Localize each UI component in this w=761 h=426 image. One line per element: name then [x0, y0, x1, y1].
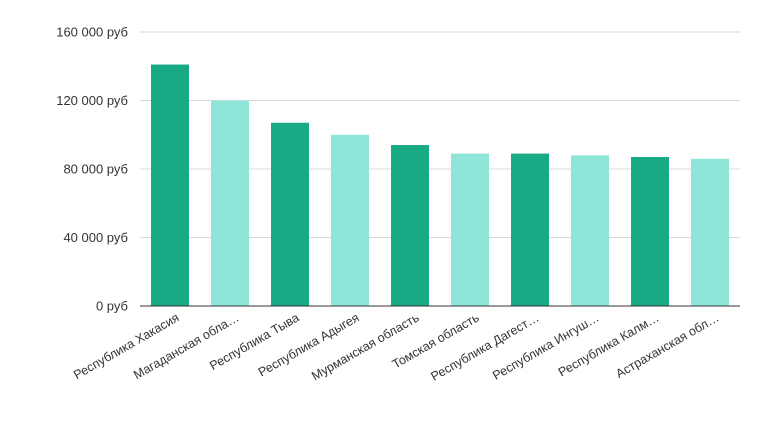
y-axis-tick-labels: 0 руб 40 000 руб 80 000 руб 120 000 руб 160 … [56, 25, 128, 314]
bar [691, 158, 729, 306]
bar [391, 145, 429, 306]
y-tick-label: 160 000 руб [56, 25, 128, 40]
bar [211, 100, 249, 306]
x-tick-label: Республика Дагест… [429, 310, 542, 383]
y-tick-label: 120 000 руб [56, 93, 128, 108]
x-tick-label: Республика Ингуш… [490, 310, 601, 382]
bars [151, 64, 729, 306]
bar [631, 157, 669, 306]
x-tick-label: Магаданская обла… [131, 310, 241, 382]
bar [511, 153, 549, 306]
bar [331, 134, 369, 306]
bar [571, 155, 609, 306]
x-tick-label: Астраханская обл… [613, 310, 721, 380]
bar [451, 153, 489, 306]
bar [271, 122, 309, 306]
x-tick-label: Республика Калм… [556, 310, 662, 379]
x-tick-label: Республика Хакасия [71, 310, 181, 382]
x-tick-label: Республика Адыгея [256, 310, 362, 379]
x-tick-label: Мурманская область [309, 310, 421, 383]
y-tick-label: 80 000 руб [63, 162, 128, 177]
y-tick-label: 40 000 руб [63, 230, 128, 245]
bar [151, 64, 189, 306]
y-tick-label: 0 руб [96, 299, 128, 314]
